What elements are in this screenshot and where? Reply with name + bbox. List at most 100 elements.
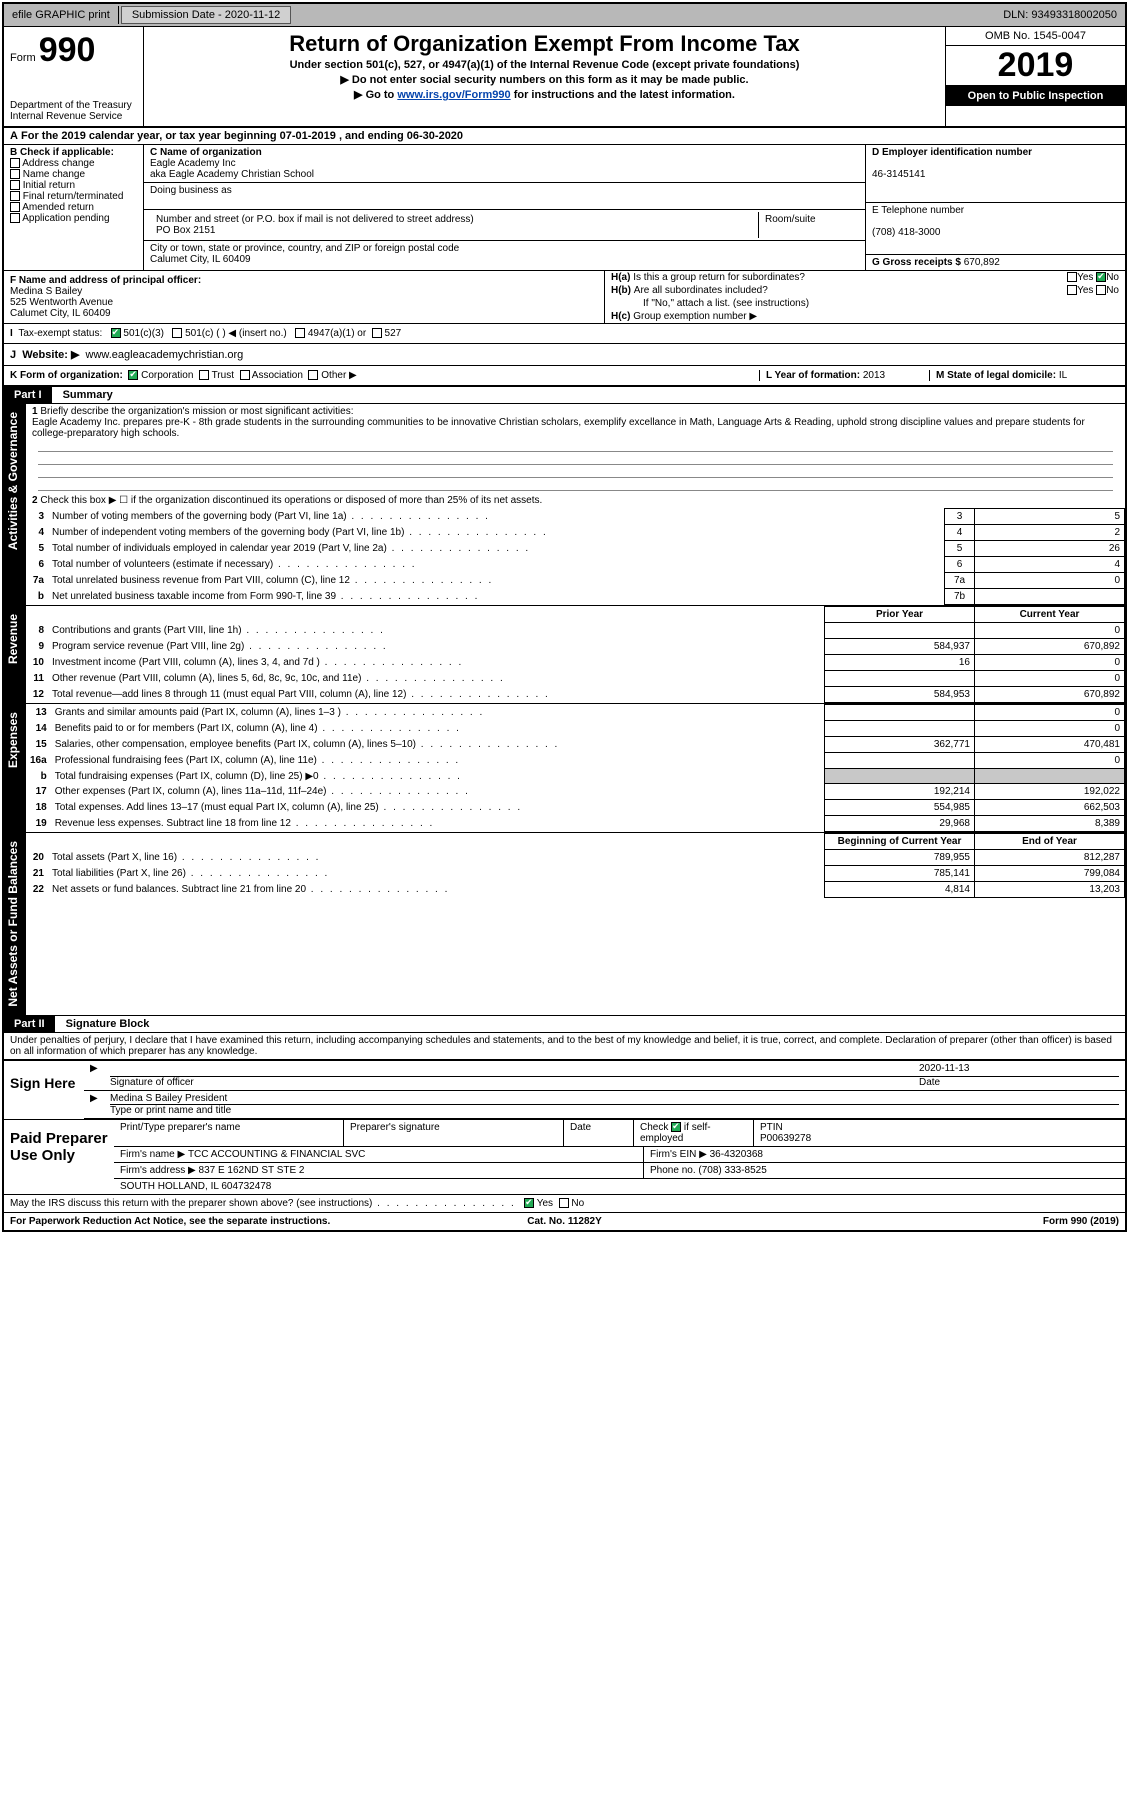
hdr-left: Form 990 Department of the Treasury Inte…	[4, 27, 144, 126]
firm-addr-lbl: Firm's address ▶	[120, 1165, 196, 1176]
table-row: 11Other revenue (Part VIII, column (A), …	[26, 671, 1125, 687]
c-city-lbl: City or town, state or province, country…	[150, 243, 459, 254]
checkmark-icon	[524, 1198, 534, 1208]
prep-row-3: Firm's address ▶ 837 E 162ND ST STE 2 Ph…	[114, 1163, 1125, 1179]
single-col-table: 3Number of voting members of the governi…	[26, 508, 1125, 605]
sig-officer-lbl: Signature of officer	[110, 1077, 194, 1088]
declaration: Under penalties of perjury, I declare th…	[4, 1033, 1125, 1059]
sig-officer-row: ▶ Signature of officer 2020-11-13Date	[84, 1061, 1125, 1091]
g-receipts: 670,892	[964, 257, 1000, 268]
col-end-year: End of Year	[975, 834, 1125, 850]
f-addr1: 525 Wentworth Avenue	[10, 297, 113, 308]
may-discuss: May the IRS discuss this return with the…	[4, 1194, 1125, 1212]
e-phone: (708) 418-3000	[872, 227, 940, 238]
hdr-mid: Return of Organization Exempt From Incom…	[144, 27, 945, 126]
part-i-title: Summary	[55, 387, 121, 403]
vside-ag-lbl: Activities & Governance	[4, 404, 22, 558]
k-assoc: Association	[252, 370, 303, 381]
prep-ptin: P00639278	[760, 1133, 811, 1144]
page-footer: For Paperwork Reduction Act Notice, see …	[4, 1212, 1125, 1230]
c-addr: PO Box 2151	[156, 225, 215, 236]
checkmark-icon	[128, 370, 138, 380]
k-corp: Corporation	[141, 370, 193, 381]
b-opt-final: Final return/terminated	[23, 191, 124, 202]
vside-na: Net Assets or Fund Balances	[4, 833, 26, 1015]
firm-name: TCC ACCOUNTING & FINANCIAL SVC	[188, 1149, 365, 1160]
dln-label: DLN: 93493318002050	[995, 6, 1125, 24]
col-prior-year: Prior Year	[825, 607, 975, 623]
l1-text: Eagle Academy Inc. prepares pre-K - 8th …	[32, 417, 1085, 439]
section-b-c-d: B Check if applicable: Address change Na…	[4, 145, 1125, 271]
ha-no: No	[1106, 272, 1119, 283]
table-row: 6Total number of volunteers (estimate if…	[26, 557, 1125, 573]
table-row: 5Total number of individuals employed in…	[26, 541, 1125, 557]
ha-lbl: Is this a group return for subordinates?	[633, 272, 1067, 283]
vside-ag: Activities & Governance	[4, 404, 26, 605]
col-current-year: Current Year	[975, 607, 1125, 623]
prep-date-lbl: Date	[564, 1120, 634, 1146]
table-row: 13Grants and similar amounts paid (Part …	[26, 705, 1125, 721]
sig-name-lbl: Type or print name and title	[110, 1105, 231, 1116]
c-addr-block: Number and street (or P.O. box if mail i…	[144, 210, 865, 241]
c-org-name: Eagle Academy Inc	[150, 158, 236, 169]
line-a-text: For the 2019 calendar year, or tax year …	[21, 130, 463, 142]
dept-label: Department of the Treasury Internal Reve…	[10, 100, 137, 122]
part-ii-header: Part II Signature Block	[4, 1016, 1125, 1033]
efile-label: efile GRAPHIC print	[4, 6, 119, 24]
part-ii-title: Signature Block	[58, 1016, 158, 1032]
table-row: 9Program service revenue (Part VIII, lin…	[26, 639, 1125, 655]
part-i-header: Part I Summary	[4, 387, 1125, 404]
b-opt-pending: Application pending	[22, 213, 109, 224]
sig-name: Medina S Bailey President	[110, 1093, 227, 1104]
m-lbl: M State of legal domicile:	[936, 370, 1056, 381]
e-block: E Telephone number (708) 418-3000	[866, 203, 1125, 255]
h-block: H(a) Is this a group return for subordin…	[605, 271, 1125, 323]
g-lbl: G Gross receipts $	[872, 257, 961, 268]
footer-right: Form 990 (2019)	[749, 1216, 1119, 1227]
f-block: F Name and address of principal officer:…	[4, 271, 605, 323]
firm-name-lbl: Firm's name ▶	[120, 1149, 185, 1160]
prep-row-1: Print/Type preparer's name Preparer's si…	[114, 1120, 1125, 1147]
subtitle-3: Go to www.irs.gov/Form990 for instructio…	[148, 88, 941, 101]
activities-governance: Activities & Governance 1 Briefly descri…	[4, 404, 1125, 606]
c-city-block: City or town, state or province, country…	[144, 241, 865, 267]
omb-number: OMB No. 1545-0047	[946, 27, 1125, 46]
firm-addr2: SOUTH HOLLAND, IL 604732478	[120, 1181, 271, 1192]
col-begin-year: Beginning of Current Year	[825, 834, 975, 850]
c-dba-block: Doing business as	[144, 183, 865, 210]
vside-exp-lbl: Expenses	[4, 704, 22, 776]
tax-year: 2019	[946, 46, 1125, 86]
l2-text: Check this box ▶ ☐ if the organization d…	[40, 495, 542, 506]
prep-sig-lbl: Preparer's signature	[344, 1120, 564, 1146]
submission-date-button[interactable]: Submission Date - 2020-11-12	[121, 6, 291, 24]
c-dba-lbl: Doing business as	[150, 185, 232, 196]
c-room-lbl: Room/suite	[765, 214, 816, 225]
may-no: No	[571, 1198, 584, 1209]
l-year: 2013	[863, 370, 885, 381]
k-other: Other ▶	[321, 370, 356, 381]
subtitle-1: Under section 501(c), 527, or 4947(a)(1)…	[148, 59, 941, 71]
may-yes: Yes	[537, 1198, 553, 1209]
table-row: 20Total assets (Part X, line 16)789,9558…	[26, 850, 1125, 866]
table-row: 4Number of independent voting members of…	[26, 525, 1125, 541]
i-527: 527	[385, 328, 402, 339]
f-addr2: Calumet City, IL 60409	[10, 308, 111, 319]
j-lbl: Website: ▶	[22, 349, 79, 361]
prep-ptin-lbl: PTIN	[760, 1122, 783, 1133]
prep-row-4: SOUTH HOLLAND, IL 604732478	[114, 1179, 1125, 1194]
section-f-h: F Name and address of principal officer:…	[4, 271, 1125, 324]
d-ein: 46-3145141	[872, 169, 925, 180]
vside-na-lbl: Net Assets or Fund Balances	[4, 833, 22, 1015]
hdr-right: OMB No. 1545-0047 2019 Open to Public In…	[945, 27, 1125, 126]
k-lbl: K Form of organization:	[10, 370, 123, 381]
sig-name-row: ▶ Medina S Bailey PresidentType or print…	[84, 1091, 1125, 1119]
table-row: 18Total expenses. Add lines 13–17 (must …	[26, 800, 1125, 816]
k-trust: Trust	[212, 370, 234, 381]
expenses-block: Expenses 13Grants and similar amounts pa…	[4, 704, 1125, 833]
form990-link[interactable]: www.irs.gov/Form990	[397, 89, 510, 101]
b-opt-initial: Initial return	[23, 180, 75, 191]
b-opt-amended: Amended return	[22, 202, 94, 213]
checkmark-icon	[1096, 272, 1106, 282]
paid-preparer-block: Paid Preparer Use Only Print/Type prepar…	[4, 1119, 1125, 1194]
form-word: Form	[10, 52, 36, 64]
